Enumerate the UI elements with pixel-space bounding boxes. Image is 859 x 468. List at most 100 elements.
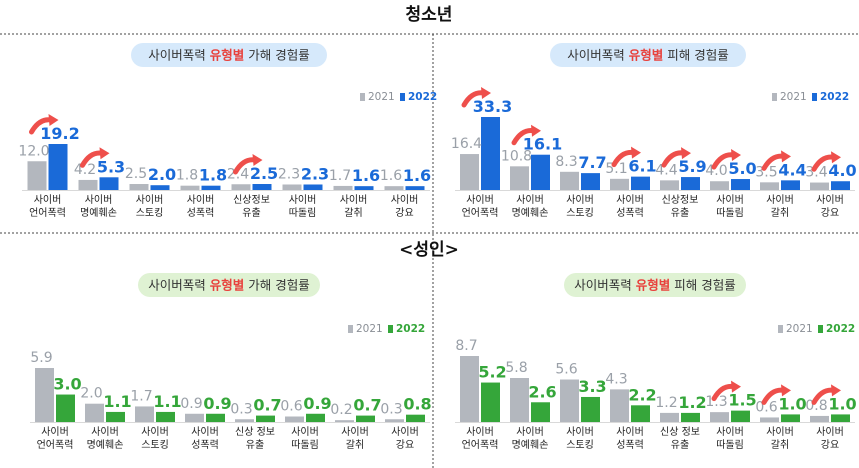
bar-2021 — [610, 389, 629, 422]
bar-2021 — [180, 185, 200, 190]
chart-title: 사이버폭력 유형별 피해 경험률 — [567, 48, 728, 63]
bar-2022 — [405, 186, 425, 190]
category-label-line1: 사이버 — [191, 426, 219, 438]
legend-swatch-2022 — [812, 93, 817, 101]
category-label-line2: 성폭력 — [616, 439, 644, 451]
bar-2021 — [384, 186, 404, 190]
chart-title-part: 피해 경험률 — [670, 278, 735, 293]
category-label-line2: 갈취 — [771, 206, 789, 219]
data-label-2022: 1.1 — [153, 392, 181, 411]
category-label-line2: 명예훼손 — [87, 439, 124, 451]
data-label-2022: 7.7 — [578, 153, 606, 172]
category-label-line1: 사이버 — [616, 194, 644, 206]
data-label-2021: 3.4 — [805, 165, 827, 181]
chart-title-part: 가해 경험률 — [244, 48, 309, 63]
data-label-2021: 2.3 — [278, 166, 300, 182]
category-label-line2: 따돌림 — [289, 207, 317, 219]
bar-2021 — [710, 181, 729, 190]
bar-2021 — [660, 412, 679, 422]
bar-2021 — [333, 185, 353, 190]
category-label-line2: 갈취 — [771, 438, 789, 451]
data-label-2021: 3.5 — [755, 164, 777, 180]
category-label-line2: 성폭력 — [191, 439, 219, 451]
data-label-2022: 0.7 — [253, 396, 281, 415]
category-label-line2: 따돌림 — [716, 439, 744, 451]
bar-2022 — [252, 184, 272, 190]
category-label-line1: 사이버 — [85, 194, 113, 206]
category-label-line2: 명예훼손 — [512, 207, 549, 219]
category-label-line2: 강요 — [396, 439, 414, 451]
bar-2022 — [781, 414, 800, 422]
data-label-2021: 4.2 — [74, 162, 96, 178]
legend-label-2022: 2022 — [396, 323, 425, 335]
increase-arrow-head — [48, 114, 59, 126]
data-label-2021: 0.6 — [280, 399, 302, 415]
category-label-line2: 강요 — [821, 439, 839, 451]
chart-title-part: 가해 경험률 — [244, 278, 309, 293]
category-label-line2: 언어폭력 — [462, 439, 499, 451]
category-label-line1: 사이버 — [41, 426, 69, 438]
bar-2021 — [135, 406, 154, 422]
bar-2021 — [385, 419, 404, 422]
legend-label-2021: 2021 — [780, 91, 807, 103]
category-label-line1: 사이버 — [516, 426, 544, 438]
legend-swatch-2021 — [778, 325, 783, 333]
data-label-2021: 0.6 — [755, 399, 777, 415]
increase-arrow-head — [531, 124, 541, 137]
chart-title-part: 사이버폭력 — [567, 48, 628, 63]
bar-2022 — [581, 173, 600, 190]
data-label-2022: 0.9 — [203, 394, 231, 413]
category-label-line1: 사이버 — [466, 426, 494, 438]
data-label-2021: 0.8 — [805, 398, 827, 414]
data-label-2022: 4.0 — [828, 161, 856, 180]
data-label-2021: 8.7 — [455, 338, 477, 354]
chart-title-emphasis: 유형별 — [629, 48, 664, 63]
category-label-line2: 따돌림 — [291, 439, 319, 451]
bar-2021 — [560, 379, 579, 422]
data-label-2021: 4.3 — [605, 371, 627, 387]
data-label-2022: 2.3 — [301, 164, 329, 183]
bar-2022 — [731, 410, 750, 422]
increase-arrow-head — [831, 151, 841, 164]
category-label-line1: 사이버 — [187, 194, 215, 206]
data-label-2021: 1.8 — [176, 168, 198, 184]
legend-swatch-2022 — [818, 325, 823, 333]
category-label-line1: 사이버 — [816, 194, 844, 206]
bar-2021 — [235, 419, 254, 422]
data-label-2021: 2.5 — [125, 166, 147, 182]
data-label-2021: 0.3 — [380, 401, 402, 417]
chart-title-emphasis: 유형별 — [636, 278, 671, 293]
section-title-adult: <성인> — [399, 240, 459, 260]
bar-2021 — [282, 184, 302, 190]
bar-2022 — [781, 180, 800, 190]
bar-2022 — [831, 414, 850, 422]
bar-2022 — [306, 413, 325, 422]
legend: 2021 2022 — [348, 323, 425, 335]
data-label-2022: 5.2 — [478, 363, 506, 382]
chart-title-part: 사이버폭력 — [148, 278, 209, 293]
data-label-2022: 19.2 — [40, 124, 79, 143]
chart-title-emphasis: 유형별 — [210, 278, 245, 293]
bar-2022 — [356, 415, 375, 422]
increase-arrow-head — [252, 154, 263, 167]
increase-arrow-head — [681, 147, 691, 160]
data-label-2022: 1.1 — [103, 392, 131, 411]
category-label-line1: 사이버 — [816, 426, 844, 438]
legend-swatch-2022 — [388, 325, 393, 333]
bar-2022 — [631, 176, 650, 190]
chart-title: 사이버폭력 유형별 가해 경험률 — [148, 48, 309, 63]
increase-arrow-head — [731, 149, 741, 162]
data-label-2021: 10.8 — [501, 148, 532, 164]
category-label-line1: 사이버 — [766, 426, 794, 438]
legend-label-2021: 2021 — [356, 323, 383, 335]
legend-swatch-2021 — [360, 93, 365, 101]
legend-swatch-2022 — [400, 93, 405, 101]
category-label-line1: 사이버 — [391, 194, 419, 206]
chart-title-part: 사이버폭력 — [574, 278, 635, 293]
chart-title-pill — [564, 273, 746, 297]
data-label-2022: 4.4 — [778, 160, 806, 179]
bar-2021 — [85, 403, 104, 422]
